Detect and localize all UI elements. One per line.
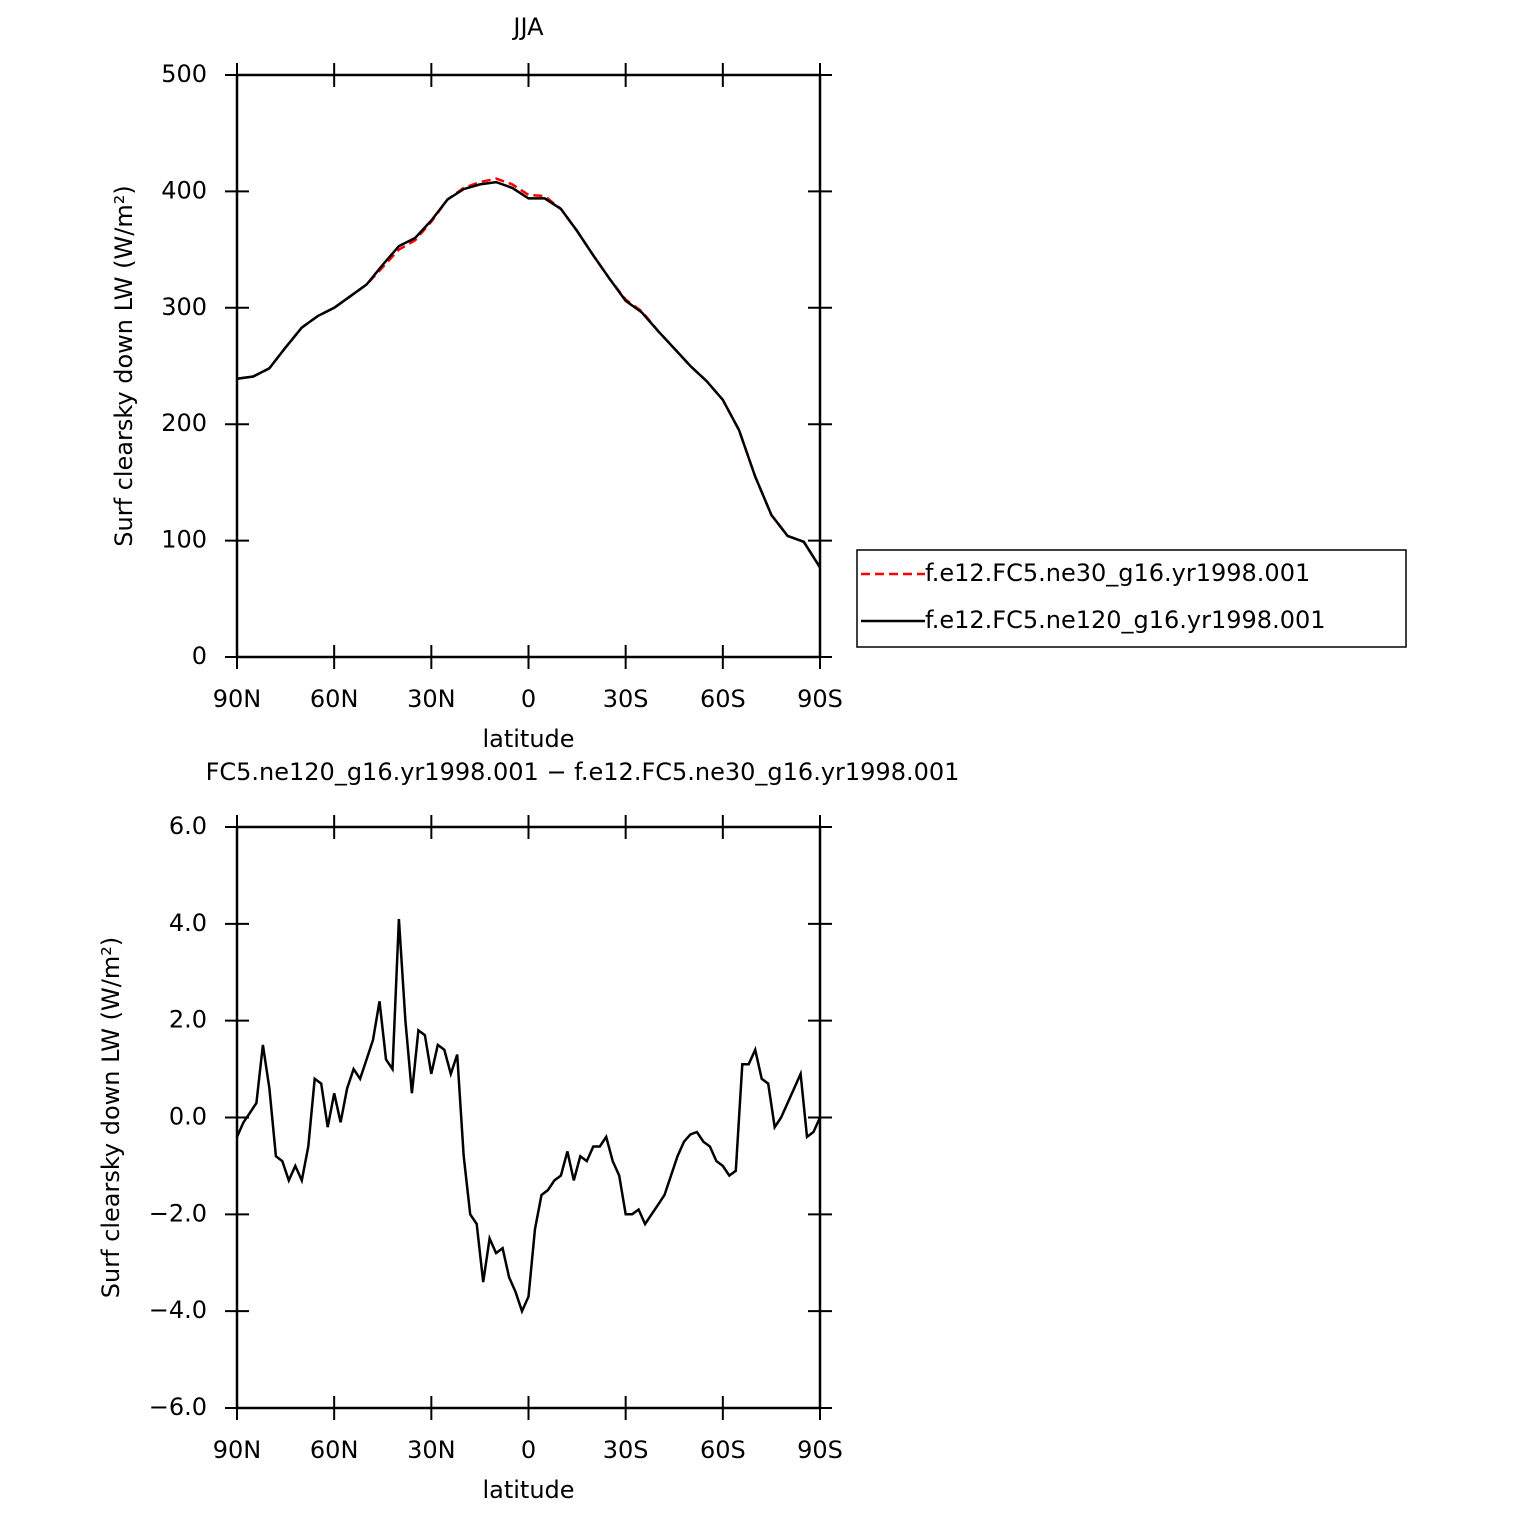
y-tick-label: 6.0 bbox=[169, 812, 207, 840]
y-tick-label: 400 bbox=[161, 176, 207, 204]
x-tick-label: 30N bbox=[407, 1436, 456, 1464]
x-tick-label: 60S bbox=[700, 1436, 746, 1464]
x-tick-label: 90S bbox=[797, 685, 843, 713]
y-axis-label: Surf clearsky down LW (W/m²) bbox=[97, 937, 125, 1298]
line-series bbox=[236, 180, 822, 569]
x-tick-label: 90N bbox=[213, 1436, 262, 1464]
x-tick-label: 90S bbox=[797, 1436, 843, 1464]
line-series bbox=[236, 177, 822, 569]
plot-frame bbox=[235, 825, 822, 1410]
x-tick-label: 30S bbox=[603, 1436, 649, 1464]
x-tick-label: 0 bbox=[521, 685, 536, 713]
x-axis-label: latitude bbox=[482, 725, 574, 753]
y-tick-label: −4.0 bbox=[149, 1296, 207, 1324]
chart-title: JJA bbox=[511, 13, 544, 41]
legend-label: f.e12.FC5.ne30_g16.yr1998.001 bbox=[925, 559, 1310, 587]
y-tick-label: 2.0 bbox=[169, 1006, 207, 1034]
x-tick-label: 60N bbox=[310, 1436, 359, 1464]
y-tick-label: 200 bbox=[161, 409, 207, 437]
y-tick-label: 4.0 bbox=[169, 909, 207, 937]
legend-label: f.e12.FC5.ne120_g16.yr1998.001 bbox=[925, 606, 1326, 634]
x-tick-label: 0 bbox=[521, 1436, 536, 1464]
x-axis-label: latitude bbox=[482, 1476, 574, 1504]
y-tick-label: −2.0 bbox=[149, 1199, 207, 1227]
y-tick-label: 500 bbox=[161, 60, 207, 88]
x-tick-label: 60S bbox=[700, 685, 746, 713]
x-tick-label: 60N bbox=[310, 685, 359, 713]
line-series bbox=[235, 918, 822, 1315]
legend-box bbox=[856, 549, 1407, 648]
y-tick-label: 0 bbox=[192, 642, 207, 670]
y-tick-label: 0.0 bbox=[169, 1103, 207, 1131]
plot-frame bbox=[235, 73, 822, 659]
y-axis-label: Surf clearsky down LW (W/m²) bbox=[110, 185, 138, 546]
x-tick-label: 30N bbox=[407, 685, 456, 713]
x-tick-label: 90N bbox=[213, 685, 262, 713]
x-tick-label: 30S bbox=[603, 685, 649, 713]
chart-title: FC5.ne120_g16.yr1998.001 − f.e12.FC5.ne3… bbox=[206, 758, 960, 786]
y-tick-label: −6.0 bbox=[149, 1393, 207, 1421]
y-tick-label: 300 bbox=[161, 293, 207, 321]
y-tick-label: 100 bbox=[161, 526, 207, 554]
